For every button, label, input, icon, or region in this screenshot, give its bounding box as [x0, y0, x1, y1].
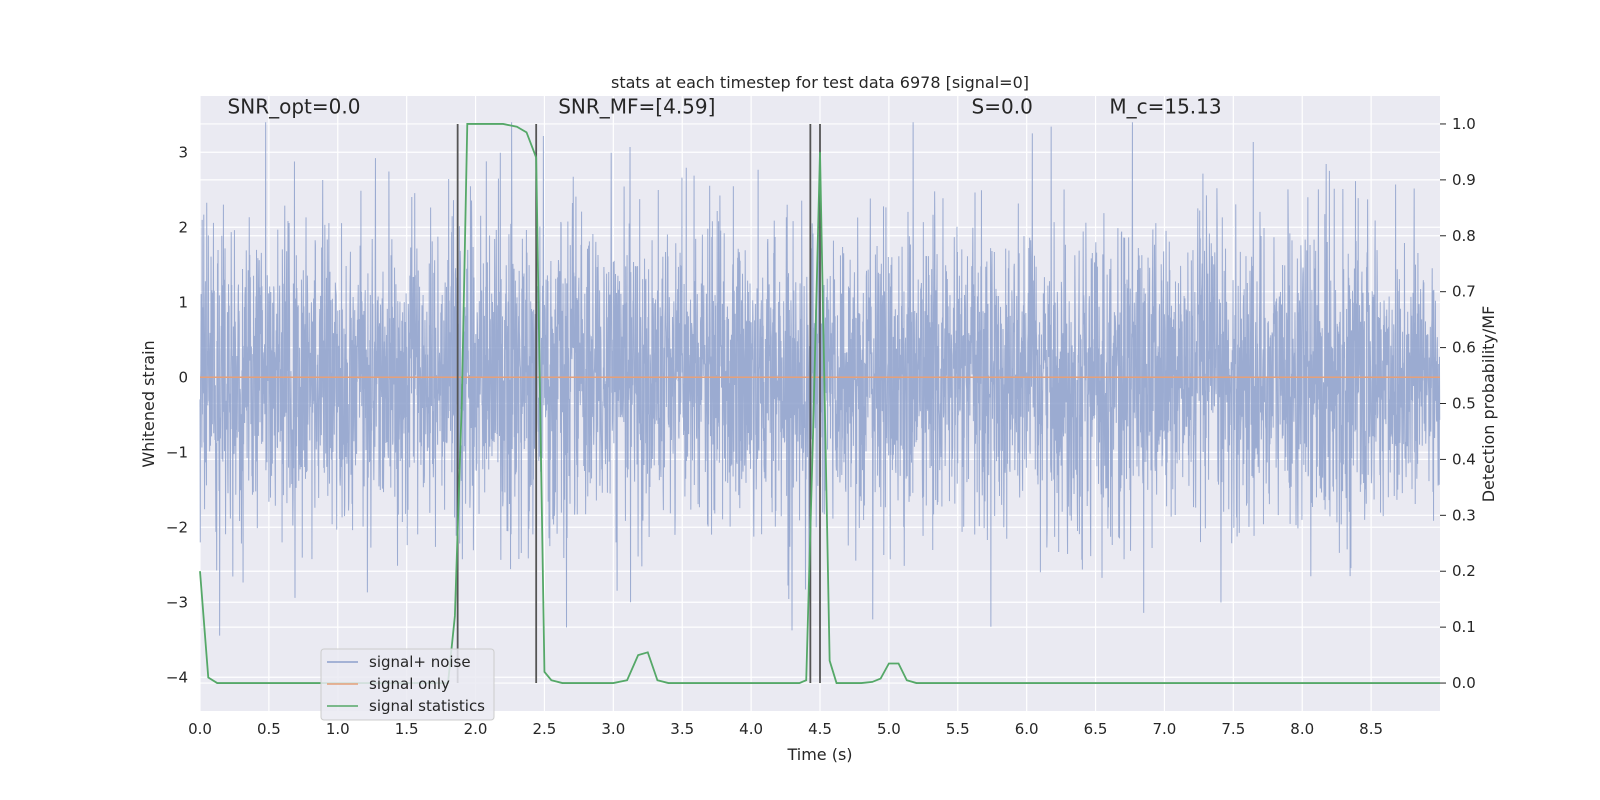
annotations: SNR_opt=0.0 SNR_MF=[4.59] S=0.0 M_c=15.13	[228, 95, 1222, 119]
x-tick-label-11: 5.5	[946, 720, 970, 738]
legend-box	[320, 648, 495, 721]
y-right-tick-label-6: 0.6	[1452, 339, 1476, 357]
x-tick-label-4: 2.0	[464, 720, 488, 738]
legend: signal+ noise signal only signal statist…	[320, 648, 495, 721]
y-tick-label-6: 2	[178, 218, 188, 236]
legend-label-signal-only: signal only	[369, 675, 450, 693]
y-tick-label-7: 3	[178, 143, 188, 161]
x-tick-label-5: 2.5	[533, 720, 557, 738]
annotation-3: M_c=15.13	[1109, 95, 1221, 119]
y-right-tick-label-8: 0.8	[1452, 227, 1476, 245]
x-tick-label-13: 6.5	[1084, 720, 1108, 738]
y-tick-label-0: −4	[166, 668, 188, 686]
signal-statistics-series	[199, 123, 1440, 684]
y-right-tick-label-4: 0.4	[1452, 450, 1476, 468]
annotation-1: SNR_MF=[4.59]	[558, 95, 715, 119]
series-signal-statistics-line	[199, 123, 1440, 684]
annotation-0: SNR_opt=0.0	[228, 95, 361, 119]
annotation-2: S=0.0	[972, 95, 1033, 119]
x-tick-label-8: 4.0	[739, 720, 763, 738]
x-tick-label-7: 3.5	[670, 720, 694, 738]
y-tick-label-1: −3	[166, 593, 188, 611]
x-tick-label-17: 8.5	[1359, 720, 1383, 738]
x-tick-label-14: 7.0	[1153, 720, 1177, 738]
x-tick-label-9: 4.5	[808, 720, 832, 738]
y-tick-label-3: −1	[166, 443, 188, 461]
y-tick-label-4: 0	[178, 368, 188, 386]
x-tick-label-15: 7.5	[1221, 720, 1245, 738]
x-tick-label-2: 1.0	[326, 720, 350, 738]
y-right-tick-label-0: 0.0	[1452, 674, 1476, 692]
legend-label-signal-statistics: signal statistics	[369, 697, 485, 715]
y-right-tick-label-1: 0.1	[1452, 618, 1476, 636]
x-tick-label-6: 3.0	[601, 720, 625, 738]
ticks: 0.0 0.5 1.0 1.5 2.0 2.5 3.0 3.5 4.0 4.5 5.0 5.5 6.0 6…	[166, 115, 1476, 738]
y-axis-right-label: Detection probability/MF	[1479, 306, 1498, 503]
chart-title: stats at each timestep for test data 697…	[611, 73, 1029, 92]
x-tick-label-3: 1.5	[395, 720, 419, 738]
legend-label-signal-noise: signal+ noise	[369, 653, 471, 671]
y-right-tick-label-7: 0.7	[1452, 283, 1476, 301]
y-right-tick-label-9: 0.9	[1452, 171, 1476, 189]
y-right-tick-label-10: 1.0	[1452, 115, 1476, 133]
x-tick-label-16: 8.0	[1290, 720, 1314, 738]
vertical-markers	[456, 123, 821, 684]
y-right-tick-label-3: 0.3	[1452, 506, 1476, 524]
x-axis-label: Time (s)	[786, 745, 852, 764]
y-tick-label-5: 1	[178, 293, 188, 311]
x-tick-label-12: 6.0	[1015, 720, 1039, 738]
y-tick-label-2: −2	[166, 518, 188, 536]
y-right-tick-label-2: 0.2	[1452, 562, 1476, 580]
x-tick-label-1: 0.5	[257, 720, 281, 738]
x-tick-label-10: 5.0	[877, 720, 901, 738]
y-right-tick-label-5: 0.5	[1452, 395, 1476, 413]
x-tick-label-0: 0.0	[188, 720, 212, 738]
y-axis-label: Whitened strain	[139, 340, 158, 467]
